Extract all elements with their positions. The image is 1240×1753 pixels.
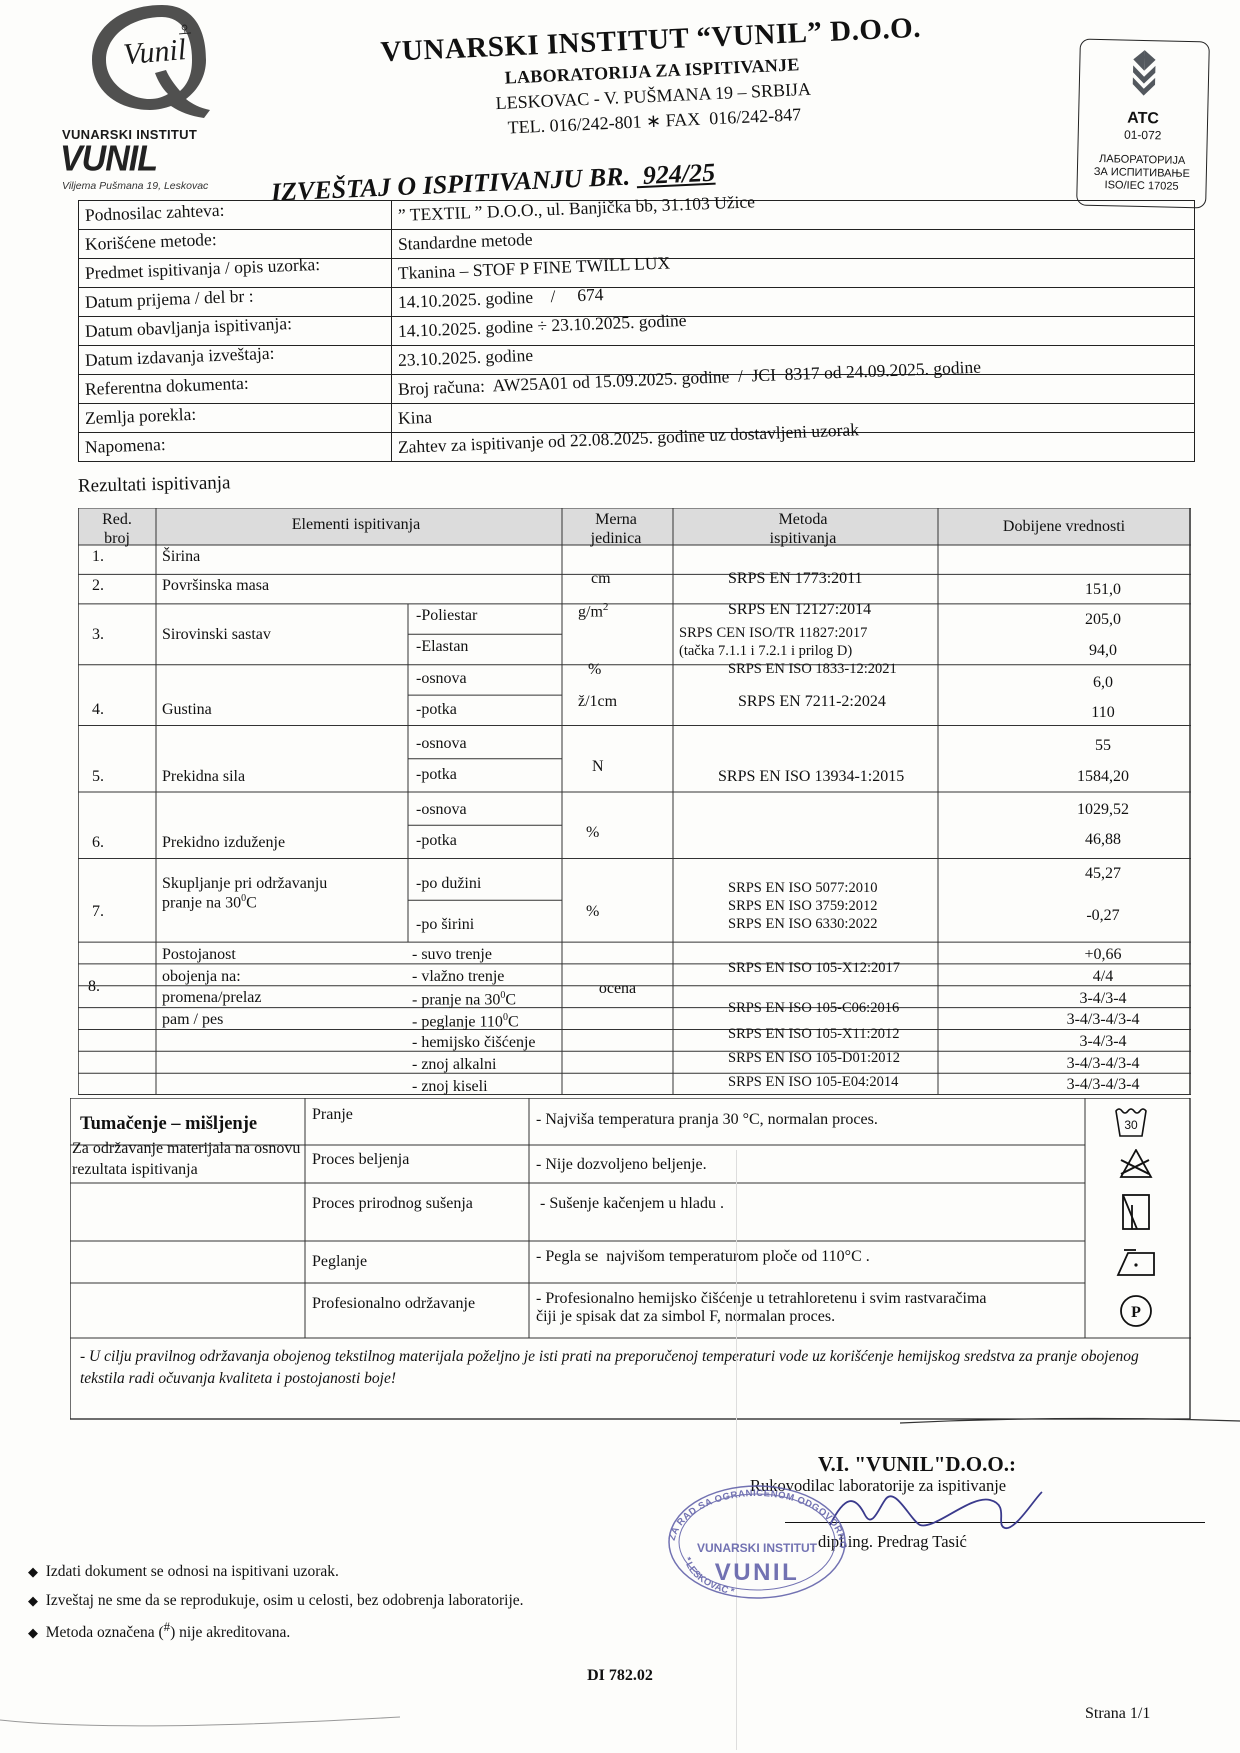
svg-text:VUNIL: VUNIL [715,1559,800,1586]
svg-text:VUNARSKI INSTITUT: VUNARSKI INSTITUT [697,1541,818,1555]
svg-text:30: 30 [1124,1118,1138,1132]
svg-text:P: P [1131,1304,1141,1321]
svg-text:ZA RAD SA OGRANICENOM ODGOVORN: ZA RAD SA OGRANICENOM ODGOVORNOŠĆU [662,1472,848,1549]
svg-text:Vunil: Vunil [122,33,187,71]
